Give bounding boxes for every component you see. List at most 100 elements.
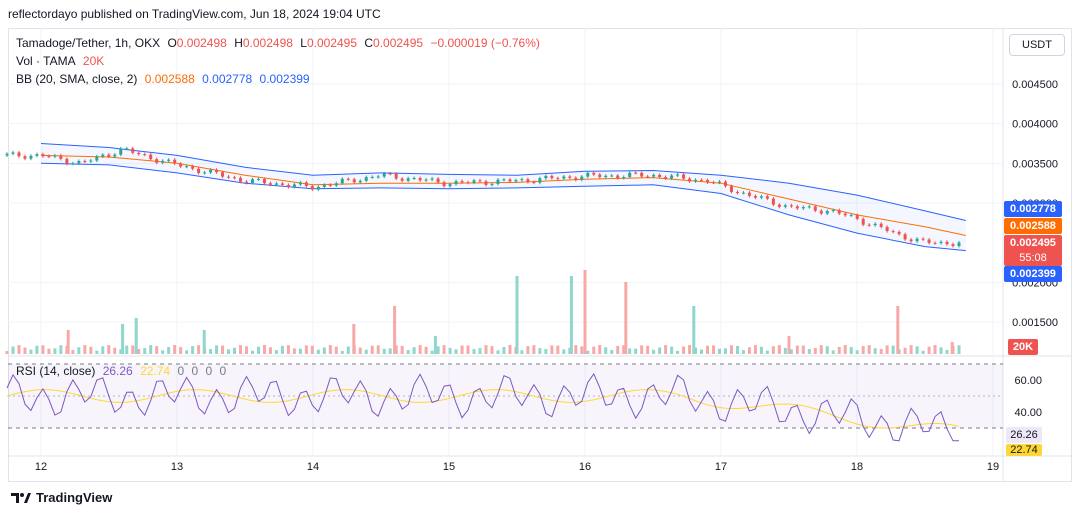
candle-body[interactable] xyxy=(783,205,787,207)
volume-bar[interactable] xyxy=(334,346,338,354)
candle-body[interactable] xyxy=(125,148,129,150)
volume-bar[interactable] xyxy=(628,348,632,354)
volume-bar[interactable] xyxy=(134,318,138,354)
volume-bar[interactable] xyxy=(268,347,272,354)
volume-bar[interactable] xyxy=(155,346,159,354)
candle-body[interactable] xyxy=(292,184,296,187)
candle-body[interactable] xyxy=(843,213,847,216)
volume-bar[interactable] xyxy=(346,346,350,354)
bb-lower-line[interactable] xyxy=(40,162,966,252)
candle-body[interactable] xyxy=(89,160,93,162)
volume-bar[interactable] xyxy=(700,349,704,354)
rsi-ma-line[interactable] xyxy=(6,389,960,429)
volume-bar[interactable] xyxy=(484,345,488,354)
volume-bar[interactable] xyxy=(610,349,614,354)
candle-body[interactable] xyxy=(328,184,332,186)
volume-bar[interactable] xyxy=(71,350,75,354)
volume-bar[interactable] xyxy=(29,349,33,354)
candle-body[interactable] xyxy=(448,184,452,187)
candle-body[interactable] xyxy=(741,192,745,194)
candle-body[interactable] xyxy=(203,172,207,174)
candle-body[interactable] xyxy=(694,179,698,182)
candle-body[interactable] xyxy=(191,166,195,169)
bb-basis-line[interactable] xyxy=(40,154,966,236)
volume-bar[interactable] xyxy=(47,348,51,354)
candle-body[interactable] xyxy=(861,218,865,225)
candle-body[interactable] xyxy=(837,210,841,214)
volume-bar[interactable] xyxy=(526,346,530,354)
candle-body[interactable] xyxy=(795,206,799,209)
volume-bar[interactable] xyxy=(556,345,560,354)
volume-bar[interactable] xyxy=(801,345,805,354)
volume-bar[interactable] xyxy=(562,349,566,354)
candle-body[interactable] xyxy=(759,196,763,198)
volume-bar[interactable] xyxy=(107,345,111,354)
volume-bar[interactable] xyxy=(843,345,847,354)
volume-bar[interactable] xyxy=(59,345,63,354)
candle-body[interactable] xyxy=(358,180,362,183)
volume-bar[interactable] xyxy=(831,350,835,354)
volume-bar[interactable] xyxy=(855,350,859,354)
symbol-legend[interactable]: Tamadoge/Tether, 1h, OKX O0.002498 H0.00… xyxy=(16,36,544,50)
volume-bar[interactable] xyxy=(113,347,117,354)
candle-body[interactable] xyxy=(256,178,260,180)
volume-bar[interactable] xyxy=(280,345,284,354)
candle-body[interactable] xyxy=(562,176,566,179)
candle-body[interactable] xyxy=(628,172,632,178)
time-axis-tick[interactable]: 17 xyxy=(715,461,727,473)
candle-body[interactable] xyxy=(568,176,572,178)
candle-body[interactable] xyxy=(592,172,596,175)
candle-body[interactable] xyxy=(41,154,45,157)
volume-bar[interactable] xyxy=(515,276,519,354)
volume-bar[interactable] xyxy=(11,346,15,354)
volume-bar[interactable] xyxy=(23,347,27,354)
candle-body[interactable] xyxy=(873,223,877,226)
candle-body[interactable] xyxy=(209,169,213,173)
candle-body[interactable] xyxy=(322,184,326,187)
volume-bar[interactable] xyxy=(137,349,141,354)
time-axis-tick[interactable]: 19 xyxy=(987,461,999,473)
candle-body[interactable] xyxy=(478,180,482,182)
time-axis-tick[interactable]: 12 xyxy=(35,461,47,473)
volume-bar[interactable] xyxy=(921,350,925,354)
volume-bar[interactable] xyxy=(5,351,9,354)
volume-bar[interactable] xyxy=(896,306,900,354)
candle-body[interactable] xyxy=(484,181,488,185)
candle-body[interactable] xyxy=(394,173,398,179)
volume-bar[interactable] xyxy=(35,345,39,354)
candle-body[interactable] xyxy=(544,175,548,179)
volume-bar[interactable] xyxy=(712,345,716,354)
volume-bar[interactable] xyxy=(927,346,931,354)
volume-bar[interactable] xyxy=(167,346,171,354)
volume-bar[interactable] xyxy=(729,345,733,354)
candle-body[interactable] xyxy=(460,181,464,183)
volume-bar[interactable] xyxy=(358,347,362,354)
volume-bar[interactable] xyxy=(83,345,87,354)
candle-body[interactable] xyxy=(23,156,27,159)
candle-body[interactable] xyxy=(472,180,476,183)
candle-body[interactable] xyxy=(53,155,57,157)
volume-bar[interactable] xyxy=(41,345,45,354)
candle-body[interactable] xyxy=(490,183,494,185)
candle-body[interactable] xyxy=(646,176,650,178)
candle-body[interactable] xyxy=(17,152,21,157)
candle-body[interactable] xyxy=(729,186,733,192)
volume-bar[interactable] xyxy=(532,345,536,354)
candle-body[interactable] xyxy=(921,238,925,240)
volume-bar[interactable] xyxy=(747,347,751,354)
volume-bar[interactable] xyxy=(418,345,422,354)
candle-body[interactable] xyxy=(352,179,356,183)
candle-body[interactable] xyxy=(849,215,853,217)
candle-body[interactable] xyxy=(634,172,638,174)
volume-bar[interactable] xyxy=(286,345,290,354)
volume-bar[interactable] xyxy=(436,346,440,354)
volume-bar[interactable] xyxy=(735,345,739,354)
volume-bar[interactable] xyxy=(53,348,57,354)
volume-bar[interactable] xyxy=(95,350,99,354)
candle-body[interactable] xyxy=(155,159,159,163)
candle-body[interactable] xyxy=(879,223,883,227)
time-axis-tick[interactable]: 14 xyxy=(307,461,319,473)
volume-bar[interactable] xyxy=(101,346,105,354)
tradingview-brand[interactable]: TradingView xyxy=(10,490,112,505)
